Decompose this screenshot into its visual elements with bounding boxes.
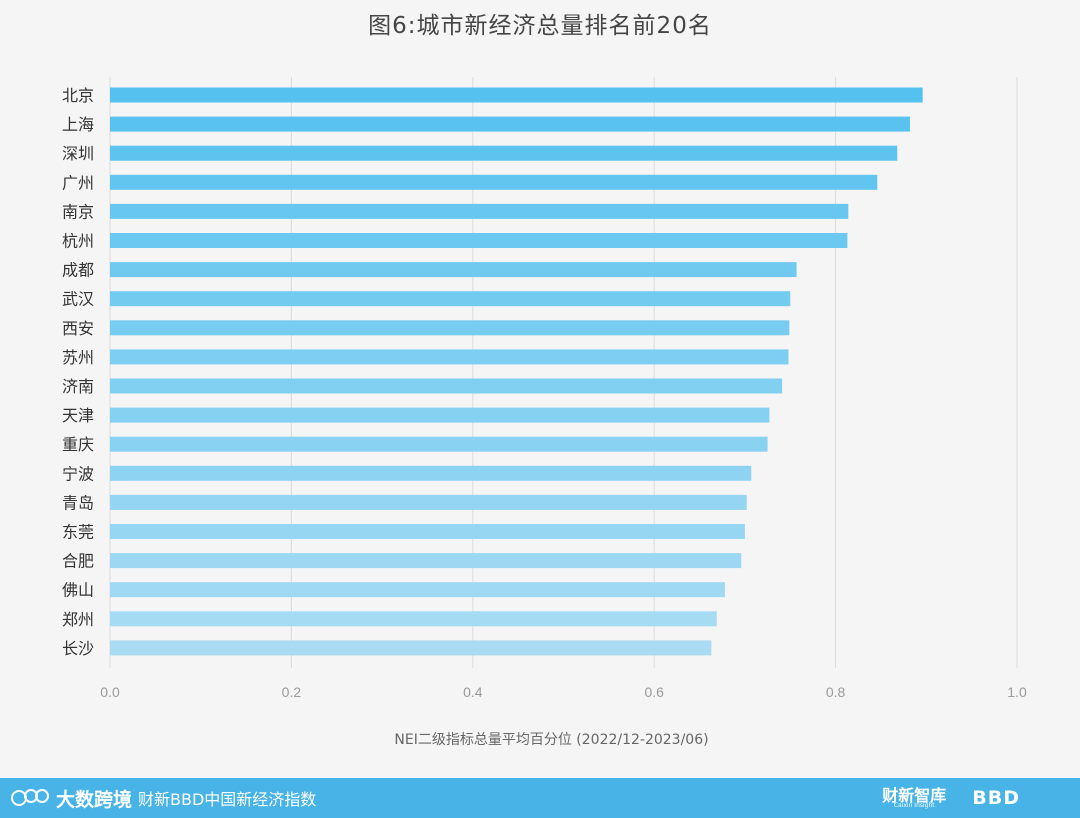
y-category-label: 上海 — [62, 115, 94, 134]
bar — [110, 582, 725, 598]
chart-title: 图6:城市新经济总量排名前20名 — [368, 13, 712, 39]
footer-bar: 大数跨境 财新BBD中国新经济指数 财新智库 Caixin Insight BB… — [0, 778, 1080, 818]
bar — [110, 233, 848, 248]
caixin-logo-en: Caixin Insight — [893, 801, 935, 809]
y-category-label: 天津 — [62, 406, 94, 425]
bar — [110, 407, 770, 423]
y-category-label: 长沙 — [62, 639, 94, 658]
y-category-label: 武汉 — [62, 290, 94, 309]
bar — [110, 145, 898, 161]
y-category-label: 青岛 — [62, 493, 94, 512]
y-category-label: 济南 — [62, 377, 94, 396]
bar — [110, 203, 849, 219]
bar — [110, 262, 797, 278]
bar — [110, 640, 712, 656]
caixin-insight-logo: 财新智库 Caixin Insight — [882, 785, 947, 809]
y-category-label: 成都 — [62, 261, 94, 280]
bar — [110, 291, 791, 307]
footer-source-text: 财新BBD中国新经济指数 — [138, 790, 317, 809]
y-category-label: 东莞 — [62, 523, 94, 542]
y-category-label: 杭州 — [62, 232, 94, 251]
brand-logo-icon — [11, 789, 49, 806]
bar — [110, 116, 910, 132]
bar — [110, 494, 747, 510]
bar — [110, 524, 745, 539]
bar — [110, 174, 878, 190]
bar — [110, 378, 783, 394]
footer-brand: 大数跨境 — [56, 788, 133, 811]
bar — [110, 553, 742, 569]
footer-left: 大数跨境 财新BBD中国新经济指数 — [10, 778, 316, 818]
y-category-label: 南京 — [62, 202, 94, 221]
bar — [110, 87, 923, 103]
bar — [110, 320, 790, 336]
y-category-label: 重庆 — [62, 435, 94, 454]
y-category-label: 宁波 — [62, 464, 94, 483]
y-category-label: 郑州 — [62, 610, 94, 629]
y-category-label: 广州 — [62, 173, 94, 192]
y-category-label: 北京 — [62, 86, 94, 105]
x-tick-label: 0.6 — [644, 684, 664, 700]
bar — [110, 349, 789, 365]
x-tick-label: 0.8 — [826, 684, 846, 700]
x-axis-label: NEI二级指标总量平均百分位 (2022/12-2023/06) — [394, 732, 708, 748]
x-tick-label: 0.0 — [100, 684, 120, 700]
y-category-label: 佛山 — [62, 581, 94, 600]
x-tick-label: 0.2 — [282, 684, 302, 700]
caixin-logo-cn: 财新智库 — [882, 785, 947, 805]
y-category-label: 深圳 — [62, 144, 94, 163]
y-category-label: 西安 — [62, 319, 94, 338]
x-tick-label: 0.4 — [463, 684, 483, 700]
bar — [110, 436, 768, 452]
bar — [110, 465, 752, 481]
footer-right: 财新智库 Caixin Insight BBD — [882, 778, 1020, 818]
bar — [110, 611, 717, 627]
chart: 0.0 0.2 0.4 0.6 0.8 1.0 北京上海深圳广州南京杭州成都武汉西安苏州济南… — [62, 77, 1027, 748]
y-category-label: 合肥 — [62, 552, 94, 571]
x-tick-label: 1.0 — [1007, 684, 1027, 700]
bbd-logo: BBD — [972, 787, 1020, 809]
y-category-label: 苏州 — [62, 348, 94, 367]
